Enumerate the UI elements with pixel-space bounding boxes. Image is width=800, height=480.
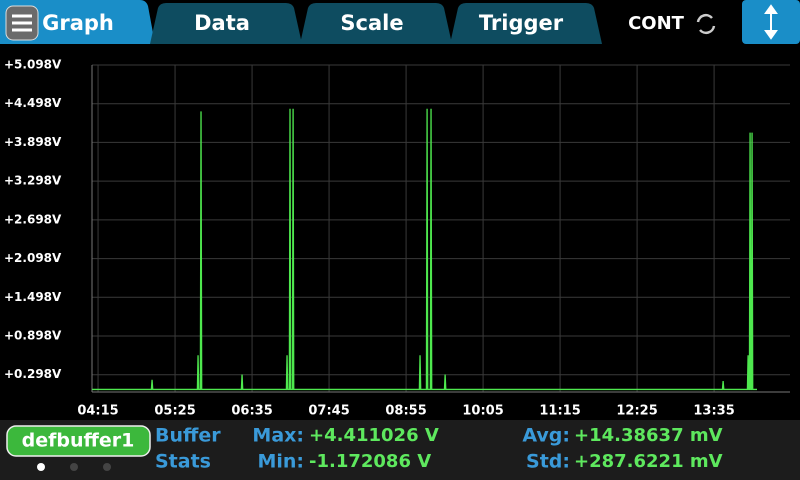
y-tick-label: +2.698V xyxy=(4,212,62,226)
x-tick-label: 10:05 xyxy=(462,404,503,419)
mode-label[interactable]: CONT xyxy=(628,13,685,34)
stat-label: Min: xyxy=(257,451,304,473)
stat-value: +287.6221 mV xyxy=(574,451,723,472)
tab-scale[interactable] xyxy=(300,3,452,44)
tab-label: Trigger xyxy=(479,11,564,35)
plot: +0.298V +0.898V +1.498V +2.098V +2.698V +3.29… xyxy=(4,58,790,419)
y-tick-label: +0.898V xyxy=(4,328,62,342)
stat-value: +4.411026 V xyxy=(309,425,439,446)
tab-trigger[interactable] xyxy=(450,3,602,44)
stats-heading: Buffer xyxy=(155,425,221,447)
x-tick-label: 06:35 xyxy=(231,404,272,419)
page-dot xyxy=(103,463,111,471)
stat-label: Avg: xyxy=(522,425,570,447)
tab-graph[interactable] xyxy=(0,0,155,44)
refresh-icon xyxy=(696,13,716,35)
tab-label: Scale xyxy=(340,11,403,35)
data-line xyxy=(92,108,757,391)
x-tick-label: 13:35 xyxy=(693,404,734,419)
x-tick-label: 08:55 xyxy=(385,404,426,419)
stat-value: -1.172086 V xyxy=(309,451,431,472)
stat-value: +14.38637 mV xyxy=(574,425,723,446)
buffer-button[interactable] xyxy=(6,425,151,457)
page-dot xyxy=(70,463,78,471)
tab-data[interactable] xyxy=(150,3,302,44)
y-tick-label: +5.098V xyxy=(4,58,62,72)
menu-icon xyxy=(12,14,32,32)
y-tick-label: +3.898V xyxy=(4,135,62,149)
tab-label: Graph xyxy=(42,11,114,35)
expand-icon xyxy=(764,4,778,40)
y-tick-label: +1.498V xyxy=(4,290,62,304)
stat-label: Max: xyxy=(252,425,304,447)
y-tick-label: +3.298V xyxy=(4,174,62,188)
x-tick-label: 05:25 xyxy=(154,404,195,419)
y-tick-label: +4.498V xyxy=(4,96,62,110)
x-tick-label: 04:15 xyxy=(77,404,118,419)
y-tick-label: +2.098V xyxy=(4,251,62,265)
page-dot xyxy=(37,463,45,471)
stats-heading: Stats xyxy=(155,451,211,473)
x-tick-label: 07:45 xyxy=(308,404,349,419)
x-tick-label: 12:25 xyxy=(616,404,657,419)
tab-label: Data xyxy=(194,11,250,35)
x-tick-label: 11:15 xyxy=(539,404,580,419)
buffer-name: defbuffer1 xyxy=(22,430,135,452)
stat-label: Std: xyxy=(526,451,570,473)
y-tick-label: +0.298V xyxy=(4,367,62,381)
